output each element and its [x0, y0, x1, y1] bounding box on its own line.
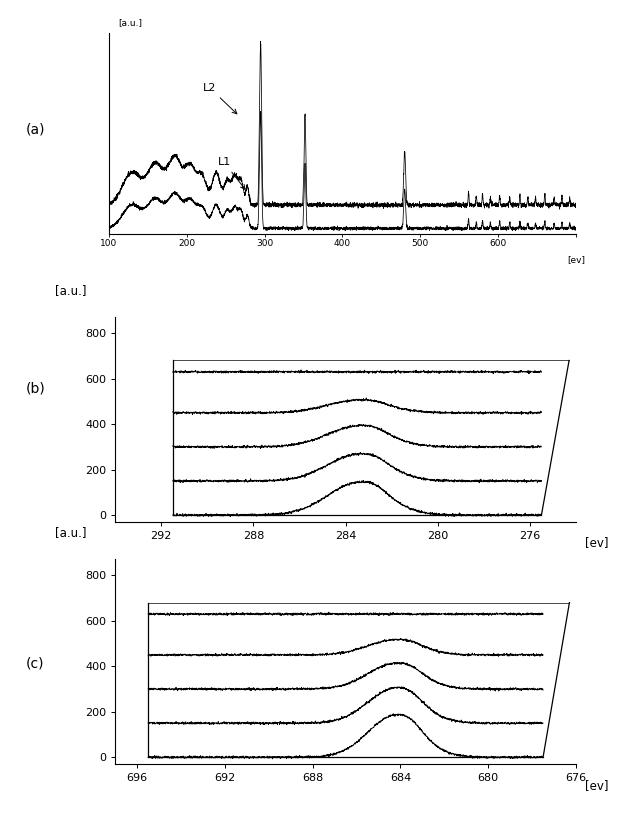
Text: (b): (b) [26, 382, 45, 395]
Text: [ev]: [ev] [585, 536, 609, 549]
Text: [a.u.]: [a.u.] [55, 526, 87, 539]
Text: (a): (a) [26, 123, 45, 136]
Text: [a.u.]: [a.u.] [55, 284, 87, 296]
Text: [a.u.]: [a.u.] [118, 18, 142, 28]
Text: (c): (c) [26, 657, 44, 671]
Text: L2: L2 [204, 84, 237, 114]
Text: L1: L1 [218, 157, 245, 190]
Text: [ev]: [ev] [567, 255, 585, 264]
Text: [ev]: [ev] [585, 778, 609, 792]
